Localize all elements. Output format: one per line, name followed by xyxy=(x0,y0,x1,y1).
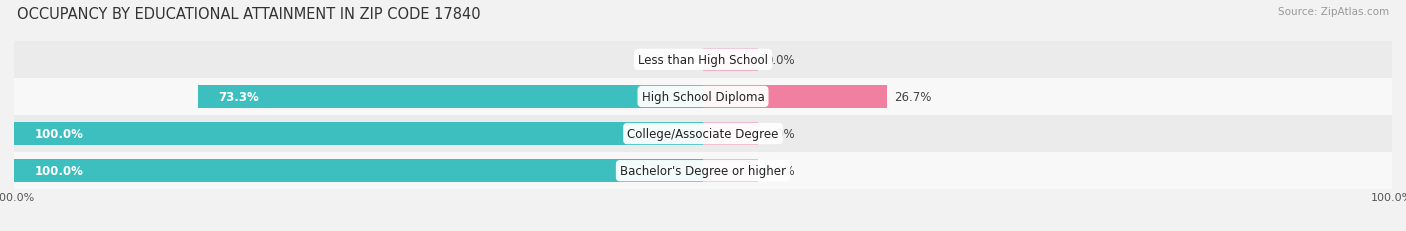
Text: 0.0%: 0.0% xyxy=(765,164,794,177)
Text: 100.0%: 100.0% xyxy=(35,164,83,177)
Bar xyxy=(703,159,758,182)
Bar xyxy=(14,152,1392,189)
Bar xyxy=(703,85,887,109)
Text: 0.0%: 0.0% xyxy=(765,54,794,67)
Text: College/Associate Degree: College/Associate Degree xyxy=(627,128,779,140)
Bar xyxy=(14,116,1392,152)
Bar xyxy=(703,49,758,72)
Bar xyxy=(14,42,1392,79)
Text: 100.0%: 100.0% xyxy=(35,128,83,140)
Text: Less than High School: Less than High School xyxy=(638,54,768,67)
Bar xyxy=(198,85,703,109)
Text: 73.3%: 73.3% xyxy=(219,91,260,103)
Text: High School Diploma: High School Diploma xyxy=(641,91,765,103)
Text: 0.0%: 0.0% xyxy=(765,128,794,140)
Text: OCCUPANCY BY EDUCATIONAL ATTAINMENT IN ZIP CODE 17840: OCCUPANCY BY EDUCATIONAL ATTAINMENT IN Z… xyxy=(17,7,481,22)
Bar xyxy=(14,79,1392,116)
Text: 26.7%: 26.7% xyxy=(894,91,931,103)
Bar xyxy=(703,122,758,146)
Text: Source: ZipAtlas.com: Source: ZipAtlas.com xyxy=(1278,7,1389,17)
Bar xyxy=(14,159,703,182)
Text: Bachelor's Degree or higher: Bachelor's Degree or higher xyxy=(620,164,786,177)
Text: 0.0%: 0.0% xyxy=(652,54,682,67)
Bar xyxy=(14,122,703,146)
